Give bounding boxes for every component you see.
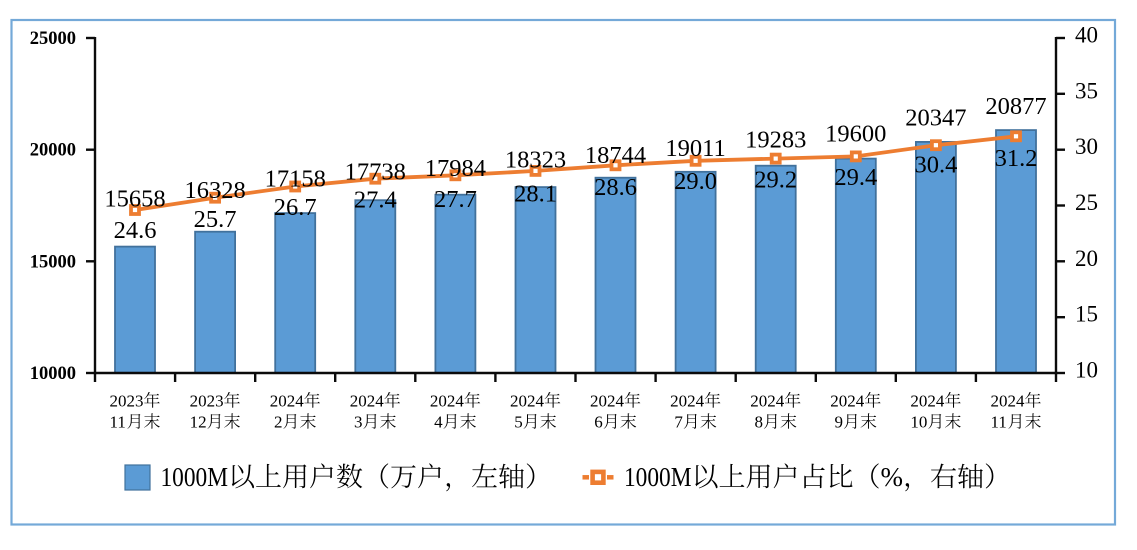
svg-text:16328: 16328 xyxy=(184,177,245,204)
svg-text:15000: 15000 xyxy=(30,252,76,272)
svg-text:19283: 19283 xyxy=(745,126,806,153)
svg-text:6: 6 xyxy=(594,413,603,432)
svg-text:2023: 2023 xyxy=(190,392,224,411)
svg-text:2024: 2024 xyxy=(670,392,705,411)
svg-text:2024: 2024 xyxy=(430,392,465,411)
svg-text:20: 20 xyxy=(1075,246,1098,271)
svg-text:7: 7 xyxy=(674,413,683,432)
svg-text:2024: 2024 xyxy=(991,392,1026,411)
svg-text:2024: 2024 xyxy=(590,392,625,411)
svg-text:3: 3 xyxy=(354,413,363,432)
svg-text:31.2: 31.2 xyxy=(995,145,1038,172)
svg-text:25000: 25000 xyxy=(30,29,76,49)
svg-text:15: 15 xyxy=(1075,302,1098,327)
svg-text:2: 2 xyxy=(274,413,283,432)
svg-text:19011: 19011 xyxy=(665,135,725,162)
svg-text:20000: 20000 xyxy=(30,141,76,161)
svg-text:28.6: 28.6 xyxy=(594,174,637,201)
svg-text:29.0: 29.0 xyxy=(674,168,717,195)
svg-text:20877: 20877 xyxy=(985,93,1046,120)
svg-text:2024: 2024 xyxy=(830,392,865,411)
svg-text:2024: 2024 xyxy=(270,392,305,411)
svg-text:8: 8 xyxy=(755,413,764,432)
svg-text:2024: 2024 xyxy=(910,392,945,411)
svg-text:25: 25 xyxy=(1075,190,1098,215)
svg-text:%: % xyxy=(881,462,904,492)
svg-text:2023: 2023 xyxy=(110,392,144,411)
svg-text:27.7: 27.7 xyxy=(434,186,477,213)
svg-text:10: 10 xyxy=(910,413,927,432)
svg-text:17984: 17984 xyxy=(425,155,486,182)
svg-text:4: 4 xyxy=(434,413,443,432)
svg-text:17738: 17738 xyxy=(345,159,406,186)
svg-text:1000M: 1000M xyxy=(161,462,229,492)
svg-text:20347: 20347 xyxy=(905,105,966,132)
svg-text:27.4: 27.4 xyxy=(354,187,397,214)
svg-text:29.4: 29.4 xyxy=(834,164,877,191)
svg-text:12: 12 xyxy=(190,413,207,432)
svg-text:40: 40 xyxy=(1075,23,1098,48)
svg-text:30: 30 xyxy=(1075,134,1098,159)
svg-text:2024: 2024 xyxy=(510,392,545,411)
svg-text:11: 11 xyxy=(991,413,1007,432)
svg-text:26.7: 26.7 xyxy=(274,194,317,221)
svg-text:17158: 17158 xyxy=(265,165,326,192)
svg-text:29.2: 29.2 xyxy=(754,166,797,193)
svg-text:24.6: 24.6 xyxy=(114,217,157,244)
svg-text:25.7: 25.7 xyxy=(194,206,237,233)
svg-text:1000M: 1000M xyxy=(624,462,692,492)
svg-text:11: 11 xyxy=(110,413,126,432)
svg-text:2024: 2024 xyxy=(350,392,385,411)
svg-text:10000: 10000 xyxy=(30,364,76,384)
svg-text:2024: 2024 xyxy=(750,392,785,411)
svg-text:35: 35 xyxy=(1075,78,1098,103)
svg-text:5: 5 xyxy=(514,413,523,432)
svg-text:18744: 18744 xyxy=(585,142,646,169)
svg-text:15658: 15658 xyxy=(104,186,165,213)
svg-text:18323: 18323 xyxy=(505,147,566,174)
svg-text:19600: 19600 xyxy=(825,121,886,148)
svg-text:9: 9 xyxy=(835,413,844,432)
svg-text:30.4: 30.4 xyxy=(914,152,957,179)
svg-text:28.1: 28.1 xyxy=(514,181,557,208)
svg-text:10: 10 xyxy=(1075,358,1098,383)
